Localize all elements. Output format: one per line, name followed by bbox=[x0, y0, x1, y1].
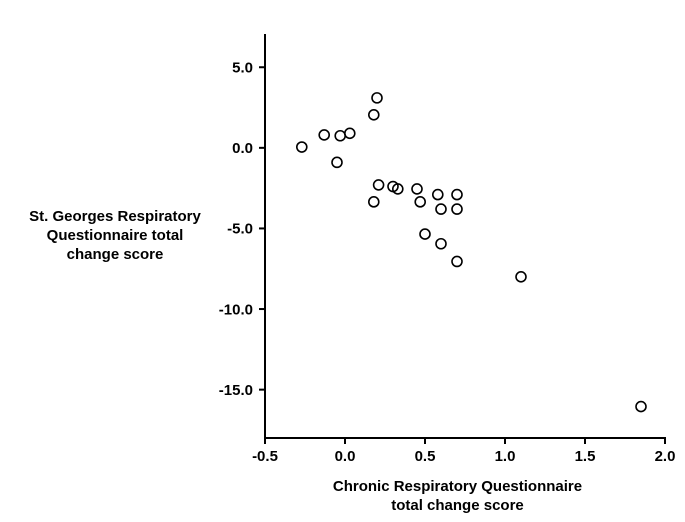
data-point bbox=[636, 402, 646, 412]
data-point bbox=[452, 256, 462, 266]
data-point bbox=[415, 197, 425, 207]
data-point bbox=[369, 110, 379, 120]
svg-text:0.0: 0.0 bbox=[232, 140, 253, 157]
data-point bbox=[319, 130, 329, 140]
x-axis-label: Chronic Respiratory Questionnairetotal c… bbox=[290, 478, 625, 516]
svg-text:-5.0: -5.0 bbox=[227, 221, 253, 238]
data-point bbox=[332, 157, 342, 167]
data-point bbox=[372, 93, 382, 103]
svg-text:-10.0: -10.0 bbox=[219, 301, 253, 318]
svg-text:0.0: 0.0 bbox=[335, 448, 356, 465]
data-point bbox=[345, 128, 355, 138]
data-point bbox=[420, 229, 430, 239]
data-point bbox=[452, 204, 462, 214]
svg-text:0.5: 0.5 bbox=[415, 448, 436, 465]
svg-text:2.0: 2.0 bbox=[655, 448, 676, 465]
data-point bbox=[436, 204, 446, 214]
svg-text:1.5: 1.5 bbox=[575, 448, 596, 465]
scatter-chart: -0.50.00.51.01.52.0-15.0-10.0-5.00.05.0 … bbox=[0, 0, 685, 522]
data-point bbox=[516, 272, 526, 282]
svg-text:-0.5: -0.5 bbox=[252, 448, 278, 465]
data-point bbox=[433, 190, 443, 200]
y-axis-label: St. Georges RespiratoryQuestionnaire tot… bbox=[10, 208, 220, 264]
svg-text:5.0: 5.0 bbox=[232, 59, 253, 76]
svg-text:-15.0: -15.0 bbox=[219, 382, 253, 399]
svg-text:1.0: 1.0 bbox=[495, 448, 516, 465]
data-point bbox=[369, 197, 379, 207]
data-point bbox=[452, 190, 462, 200]
data-point bbox=[335, 131, 345, 141]
data-point bbox=[297, 142, 307, 152]
data-point bbox=[436, 239, 446, 249]
data-point bbox=[412, 184, 422, 194]
data-point bbox=[374, 180, 384, 190]
